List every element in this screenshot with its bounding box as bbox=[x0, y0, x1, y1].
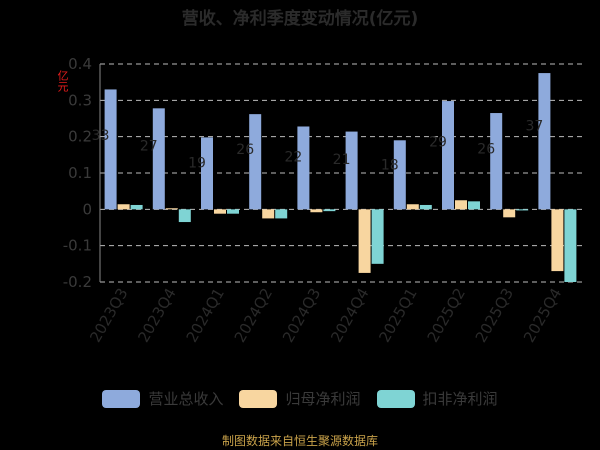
y-tick-label: -0.2 bbox=[63, 273, 92, 291]
legend-item-deducted-profit[interactable]: 扣非净利润 bbox=[376, 388, 498, 409]
bar-revenue bbox=[442, 101, 454, 210]
bar-revenue bbox=[345, 131, 358, 210]
bar-revenue bbox=[249, 114, 262, 210]
y-tick-label: 0 bbox=[82, 200, 92, 218]
legend-item-net-profit[interactable]: 归母净利润 bbox=[239, 388, 361, 409]
bar-revenue bbox=[104, 89, 117, 210]
bar-revenue bbox=[393, 140, 406, 210]
bar-revenue bbox=[538, 73, 551, 210]
bar-deducted-profit bbox=[516, 209, 529, 211]
bar-deducted-profit bbox=[323, 209, 336, 212]
bar-deducted-profit bbox=[130, 204, 143, 210]
bar-data-label: 37 bbox=[525, 118, 543, 134]
bar-deducted-profit bbox=[275, 209, 288, 219]
data-source-note: 制图数据来自恒生聚源数据库 bbox=[221, 434, 378, 448]
bar-net-profit bbox=[310, 209, 323, 213]
bar-net-profit bbox=[262, 209, 275, 219]
bar-deducted-profit bbox=[227, 209, 239, 214]
legend-label-revenue: 营业总收入 bbox=[148, 390, 224, 408]
bar-net-profit bbox=[455, 200, 467, 210]
legend-swatch-deducted-profit bbox=[376, 389, 415, 408]
bar-data-label: 27 bbox=[140, 139, 158, 155]
bar-net-profit bbox=[406, 204, 419, 210]
bar-net-profit bbox=[117, 204, 130, 210]
y-axis-unit-label: 亿元 bbox=[56, 70, 69, 92]
bar-net-profit bbox=[358, 209, 371, 273]
bar-data-label: 22 bbox=[284, 149, 302, 165]
bar-net-profit bbox=[214, 209, 226, 214]
legend-swatch-revenue bbox=[102, 389, 141, 408]
bar-revenue bbox=[490, 113, 503, 210]
legend-swatch-net-profit bbox=[239, 389, 278, 408]
y-tick-label: 0.4 bbox=[68, 55, 92, 73]
x-tick-label: 2023Q3 bbox=[86, 285, 131, 346]
x-tick-label: 2025Q1 bbox=[375, 285, 420, 346]
bar-net-profit bbox=[551, 209, 564, 272]
bar-data-label: 29 bbox=[429, 135, 447, 151]
x-tick-label: 2025Q3 bbox=[472, 285, 517, 346]
bar-net-profit bbox=[503, 209, 516, 218]
bar-data-label: 19 bbox=[188, 156, 206, 172]
bar-data-label: 33 bbox=[92, 128, 110, 144]
bar-revenue bbox=[152, 108, 165, 210]
y-tick-label: 0.1 bbox=[68, 164, 92, 182]
legend-label-net-profit: 归母净利润 bbox=[285, 390, 361, 408]
bar-data-label: 21 bbox=[333, 152, 351, 168]
x-tick-label: 2023Q4 bbox=[134, 285, 179, 346]
bar-net-profit bbox=[165, 208, 178, 210]
x-tick-label: 2025Q4 bbox=[520, 285, 565, 346]
chart-title: 营收、净利季度变动情况(亿元) bbox=[181, 9, 419, 29]
bar-data-label: 18 bbox=[381, 157, 399, 173]
y-tick-label: -0.1 bbox=[63, 237, 92, 255]
x-tick-label: 2024Q3 bbox=[279, 285, 324, 346]
bar-revenue bbox=[201, 137, 213, 210]
x-tick-label: 2024Q2 bbox=[231, 285, 276, 346]
legend-label-deducted-profit: 扣非净利润 bbox=[422, 390, 498, 408]
x-tick-label: 2025Q2 bbox=[424, 285, 469, 346]
chart-legend: 营业总收入 归母净利润 扣非净利润 bbox=[0, 388, 600, 409]
bar-deducted-profit bbox=[468, 201, 480, 210]
bar-data-label: 26 bbox=[477, 141, 495, 157]
bar-data-label: 26 bbox=[236, 142, 254, 158]
bar-revenue bbox=[297, 126, 310, 210]
bar-deducted-profit bbox=[419, 204, 432, 210]
x-tick-label: 2024Q4 bbox=[327, 285, 372, 346]
bar-deducted-profit bbox=[564, 209, 577, 282]
x-tick-label: 2024Q1 bbox=[183, 285, 228, 346]
bar-deducted-profit bbox=[178, 209, 191, 223]
bar-deducted-profit bbox=[371, 209, 384, 264]
legend-item-revenue[interactable]: 营业总收入 bbox=[102, 388, 223, 409]
y-tick-label: 0.3 bbox=[68, 91, 92, 109]
y-tick-label: 0.2 bbox=[68, 128, 92, 146]
